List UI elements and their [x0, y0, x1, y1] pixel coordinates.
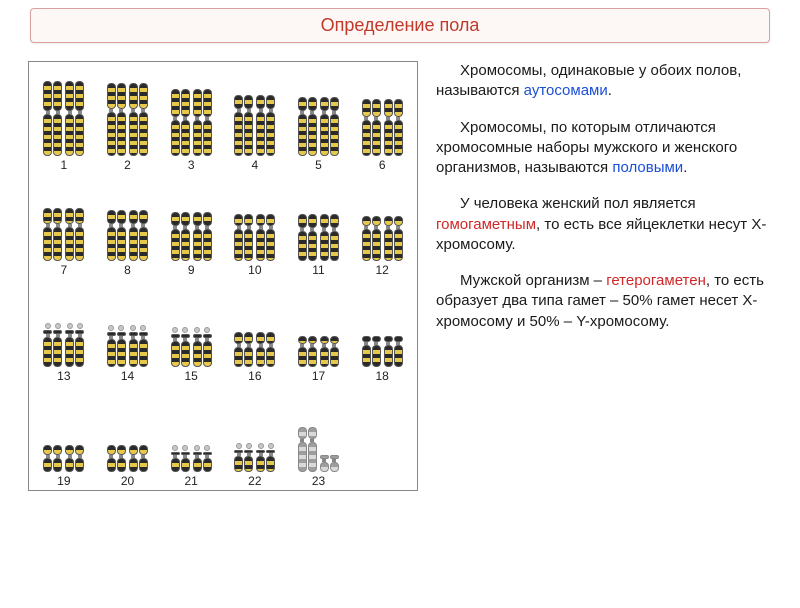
chromosome-pair-15 — [171, 289, 212, 367]
karyotype-cell: 2 — [97, 68, 159, 172]
karyotype-cell: 15 — [160, 279, 222, 383]
p3a: У человека женский пол является — [460, 195, 696, 212]
chromosome-pair-11 — [298, 183, 339, 261]
karyotype-cell: 14 — [97, 279, 159, 383]
chromosome-pair-7 — [43, 183, 84, 261]
chromosome-pair-19 — [43, 394, 84, 472]
karyotype-cell: 13 — [33, 279, 95, 383]
chromosome-pair-18 — [362, 289, 403, 367]
chromosome-pair-13 — [43, 289, 84, 367]
karyotype-cell: 22 — [224, 385, 286, 489]
term-heterogametic: гетерогаметен — [606, 272, 706, 289]
para-homogametic: У человека женский пол является гомогаме… — [436, 194, 774, 255]
karyotype-cell: 1 — [33, 68, 95, 172]
term-sex-chromosomes: половыми — [612, 159, 683, 176]
karyotype-cell: 12 — [351, 174, 413, 278]
chromosome-pair-8 — [107, 183, 148, 261]
karyotype-box: 1234567891011121314151617181920212223 — [28, 61, 418, 491]
chromosome-pair-3 — [171, 78, 212, 156]
pair-number: 9 — [188, 263, 195, 277]
p1c: . — [608, 82, 612, 99]
karyotype-cell: 8 — [97, 174, 159, 278]
term-homogametic: гомогаметным — [436, 216, 536, 233]
chromosome-pair-20 — [107, 394, 148, 472]
pair-number: 15 — [184, 369, 197, 383]
pair-number: 10 — [248, 263, 261, 277]
page-title: Определение пола — [321, 15, 480, 35]
pair-number: 18 — [375, 369, 388, 383]
pair-number: 3 — [188, 158, 195, 172]
karyotype-cell: 11 — [288, 174, 350, 278]
chromosome-pair-14 — [107, 289, 148, 367]
chromosome-pair-2 — [107, 78, 148, 156]
pair-number: 23 — [312, 474, 325, 488]
chromosome-pair-4 — [234, 78, 275, 156]
pair-number: 20 — [121, 474, 134, 488]
chromosome-pair-1 — [43, 78, 84, 156]
pair-number: 22 — [248, 474, 261, 488]
p4a: Мужской организм – — [460, 272, 606, 289]
para-heterogametic: Мужской организм – гетерогаметен, то ест… — [436, 271, 774, 332]
title-bar: Определение пола — [30, 8, 770, 43]
karyotype-cell: 18 — [351, 279, 413, 383]
karyotype-cell — [351, 385, 413, 489]
pair-number: 14 — [121, 369, 134, 383]
karyotype-cell: 4 — [224, 68, 286, 172]
content-row: 1234567891011121314151617181920212223 Хр… — [0, 43, 800, 491]
pair-number: 4 — [251, 158, 258, 172]
p2a: Хромосомы, по которым отличаются хромосо… — [436, 119, 737, 177]
pair-number: 6 — [379, 158, 386, 172]
karyotype-cell: 17 — [288, 279, 350, 383]
text-column: Хромосомы, одинаковые у обоих полов, наз… — [436, 61, 780, 491]
karyotype-cell: 19 — [33, 385, 95, 489]
karyotype-cell: 5 — [288, 68, 350, 172]
karyotype-cell: 9 — [160, 174, 222, 278]
karyotype-cell: 20 — [97, 385, 159, 489]
chromosome-pair-16 — [234, 289, 275, 367]
chromosome-pair-12 — [362, 183, 403, 261]
chromosome-pair-22 — [234, 394, 275, 472]
chromosome-pair-10 — [234, 183, 275, 261]
pair-number: 17 — [312, 369, 325, 383]
karyotype-cell: 6 — [351, 68, 413, 172]
pair-number: 5 — [315, 158, 322, 172]
pair-number: 1 — [60, 158, 67, 172]
karyotype-cell: 3 — [160, 68, 222, 172]
chromosome-pair-9 — [171, 183, 212, 261]
pair-number: 8 — [124, 263, 131, 277]
chromosome-pair-17 — [298, 289, 339, 367]
chromosome-pair-5 — [298, 78, 339, 156]
pair-number: 12 — [375, 263, 388, 277]
para-autosomes: Хромосомы, одинаковые у обоих полов, наз… — [436, 61, 774, 102]
p2c: . — [683, 159, 687, 176]
pair-number: 21 — [184, 474, 197, 488]
chromosome-pair-23 — [298, 394, 339, 472]
pair-number: 2 — [124, 158, 131, 172]
pair-number: 11 — [312, 263, 324, 277]
karyotype-cell: 23 — [288, 385, 350, 489]
karyotype-cell: 16 — [224, 279, 286, 383]
pair-number: 13 — [57, 369, 70, 383]
karyotype-cell: 7 — [33, 174, 95, 278]
chromosome-pair-21 — [171, 394, 212, 472]
pair-number: 16 — [248, 369, 261, 383]
pair-number: 7 — [60, 263, 67, 277]
pair-number: 19 — [57, 474, 70, 488]
para-sex-chrom: Хромосомы, по которым отличаются хромосо… — [436, 118, 774, 179]
term-autosomes: аутосомами — [524, 82, 608, 99]
karyotype-cell: 21 — [160, 385, 222, 489]
karyotype-cell: 10 — [224, 174, 286, 278]
chromosome-pair-6 — [362, 78, 403, 156]
